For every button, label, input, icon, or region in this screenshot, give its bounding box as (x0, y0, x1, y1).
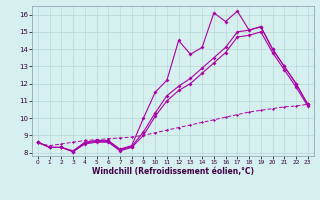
X-axis label: Windchill (Refroidissement éolien,°C): Windchill (Refroidissement éolien,°C) (92, 167, 254, 176)
